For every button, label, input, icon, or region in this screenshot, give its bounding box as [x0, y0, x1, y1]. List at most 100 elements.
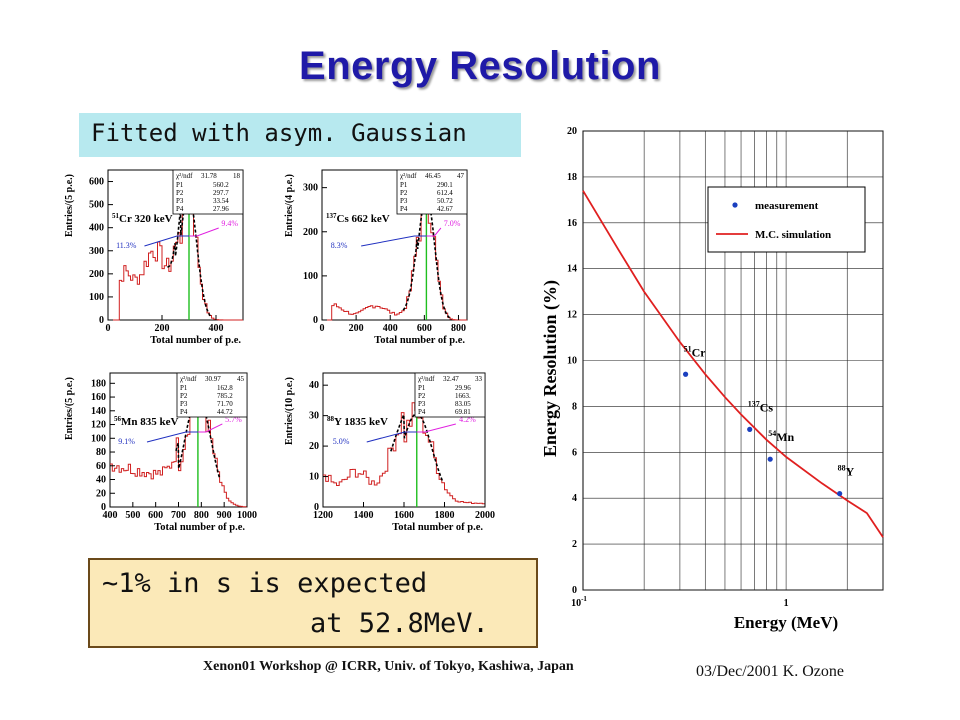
y-tick-label: 20 [96, 488, 106, 499]
x-tick-label: 600 [417, 323, 432, 334]
histogram-cs: 8.3% 7.0% χ²/ndf 46.45 47 P1 290.1 P2 612.4 P3 50.… [284, 169, 468, 346]
stats-chi2-label: χ²/ndf [400, 172, 417, 180]
x-tick-label: 600 [148, 510, 163, 521]
source-label: 56Mn 835 keV [114, 415, 179, 428]
fit-curve [390, 413, 444, 482]
x-tick-label: 200 [155, 323, 170, 334]
x-tick-label: 0 [106, 323, 111, 334]
y-tick-label: 2 [572, 539, 577, 550]
source-mass-number: 137 [326, 212, 337, 220]
left-width-arrow [366, 431, 417, 443]
right-width-arrow [416, 423, 456, 433]
isotope-label: 51Cr [684, 344, 707, 359]
y-tick-label: 0 [572, 585, 577, 596]
hist-frame [322, 372, 486, 508]
stats-chi2-value: 30.97 [205, 375, 221, 383]
x-tick-base: 10 [571, 598, 581, 609]
stats-param-name: P3 [400, 197, 408, 205]
right-width-label: 4.2% [459, 415, 476, 424]
stats-param-value: 83.05 [455, 400, 471, 408]
isotope-name: Cr [692, 345, 707, 359]
hist-bins [108, 193, 243, 321]
x-tick-label: 10-1 [571, 595, 587, 609]
y-axis-label: Entries/(5 p.e.) [64, 377, 75, 440]
histogram-y: 5.0% 4.2% χ²/ndf 32.47 33 P1 29.96 P2 1663. P3 83.… [284, 372, 495, 533]
stats-param-value: 162.8 [217, 384, 233, 392]
stats-param-name: P2 [176, 189, 184, 197]
y-axis-label: Entries/(4 p.e.) [284, 174, 295, 237]
footer-workshop: Xenon01 Workshop @ ICRR, Univ. of Tokyo,… [203, 659, 574, 674]
stats-param-value: 50.72 [437, 197, 453, 205]
chart-legend: measurement M.C. simulation [707, 186, 866, 253]
isotope-label: 137Cs [748, 399, 774, 414]
stats-param-name: P1 [180, 384, 188, 392]
hist-frame [107, 169, 244, 321]
measurement-point [747, 426, 753, 432]
stats-param-name: P1 [400, 181, 408, 189]
stats-box [176, 372, 248, 418]
y-tick-label: 10 [309, 472, 319, 483]
stats-chi2-value: 32.47 [443, 375, 459, 383]
left-width-arrow [146, 431, 198, 443]
x-axis-label: Total number of p.e. [150, 335, 241, 346]
y-tick-label: 30 [309, 411, 319, 422]
x-tick-label: 1 [784, 598, 789, 609]
stats-param-value: 290.1 [437, 181, 453, 189]
y-tick-label: 0 [314, 502, 319, 513]
x-tick-label: 700 [171, 510, 186, 521]
simulation-curve [582, 190, 884, 538]
y-tick-label: 40 [309, 380, 319, 391]
x-tick-base: 1 [784, 598, 789, 609]
stats-param-value: 42.67 [437, 205, 453, 213]
stats-param-value: 560.2 [213, 181, 229, 189]
conclusion-line-1: ~1% in s is expected [102, 568, 428, 599]
stats-chi2-label: χ²/ndf [176, 172, 193, 180]
fit-curve [402, 194, 451, 319]
isotope-mass-number: 54 [768, 429, 776, 438]
plot-frame [582, 130, 884, 591]
stats-ndf-value: 33 [475, 375, 483, 383]
y-tick-label: 4 [572, 493, 577, 504]
stats-box [396, 169, 468, 215]
isotope-name: Cs [760, 400, 774, 414]
stats-param-name: P3 [176, 197, 184, 205]
y-tick-label: 120 [91, 420, 106, 431]
slide-title: Energy Resolution [299, 44, 661, 88]
y-tick-label: 100 [303, 271, 318, 282]
stats-box [172, 169, 244, 215]
stats-chi2-label: χ²/ndf [418, 375, 435, 383]
left-width-arrow [144, 235, 189, 247]
stats-param-value: 785.2 [217, 392, 233, 400]
left-width-label: 11.3% [116, 241, 137, 250]
stats-param-name: P4 [176, 205, 184, 213]
fit-curve [167, 192, 212, 317]
stats-param-value: 27.96 [213, 205, 229, 213]
x-axis-label: Total number of p.e. [154, 522, 245, 533]
stats-param-name: P3 [418, 400, 426, 408]
y-tick-label: 160 [91, 392, 106, 403]
conclusion-line-2: at 52.8MeV. [310, 608, 489, 639]
stats-chi2-value: 31.78 [201, 172, 217, 180]
stats-ndf-value: 45 [237, 375, 245, 383]
isotope-mass-number: 88 [838, 464, 846, 473]
y-tick-label: 200 [303, 227, 318, 238]
stats-param-value: 44.72 [217, 408, 233, 416]
x-tick-label: 200 [349, 323, 364, 334]
stats-param-value: 612.4 [437, 189, 453, 197]
right-width-arrow [197, 423, 223, 433]
legend-box [707, 186, 866, 253]
stats-param-value: 297.7 [213, 189, 229, 197]
y-tick-label: 0 [313, 315, 318, 326]
measurement-point [837, 491, 843, 497]
y-tick-label: 20 [567, 126, 577, 137]
y-tick-label: 180 [91, 378, 106, 389]
stats-param-name: P4 [180, 408, 188, 416]
x-axis-label: Energy (MeV) [734, 613, 838, 632]
x-tick-label: 400 [209, 323, 224, 334]
right-width-arrow [189, 227, 219, 237]
stats-ndf-value: 47 [457, 172, 465, 180]
isotope-mass-number: 51 [684, 344, 692, 353]
hist-bins [322, 180, 467, 321]
hist-frame [109, 372, 248, 508]
